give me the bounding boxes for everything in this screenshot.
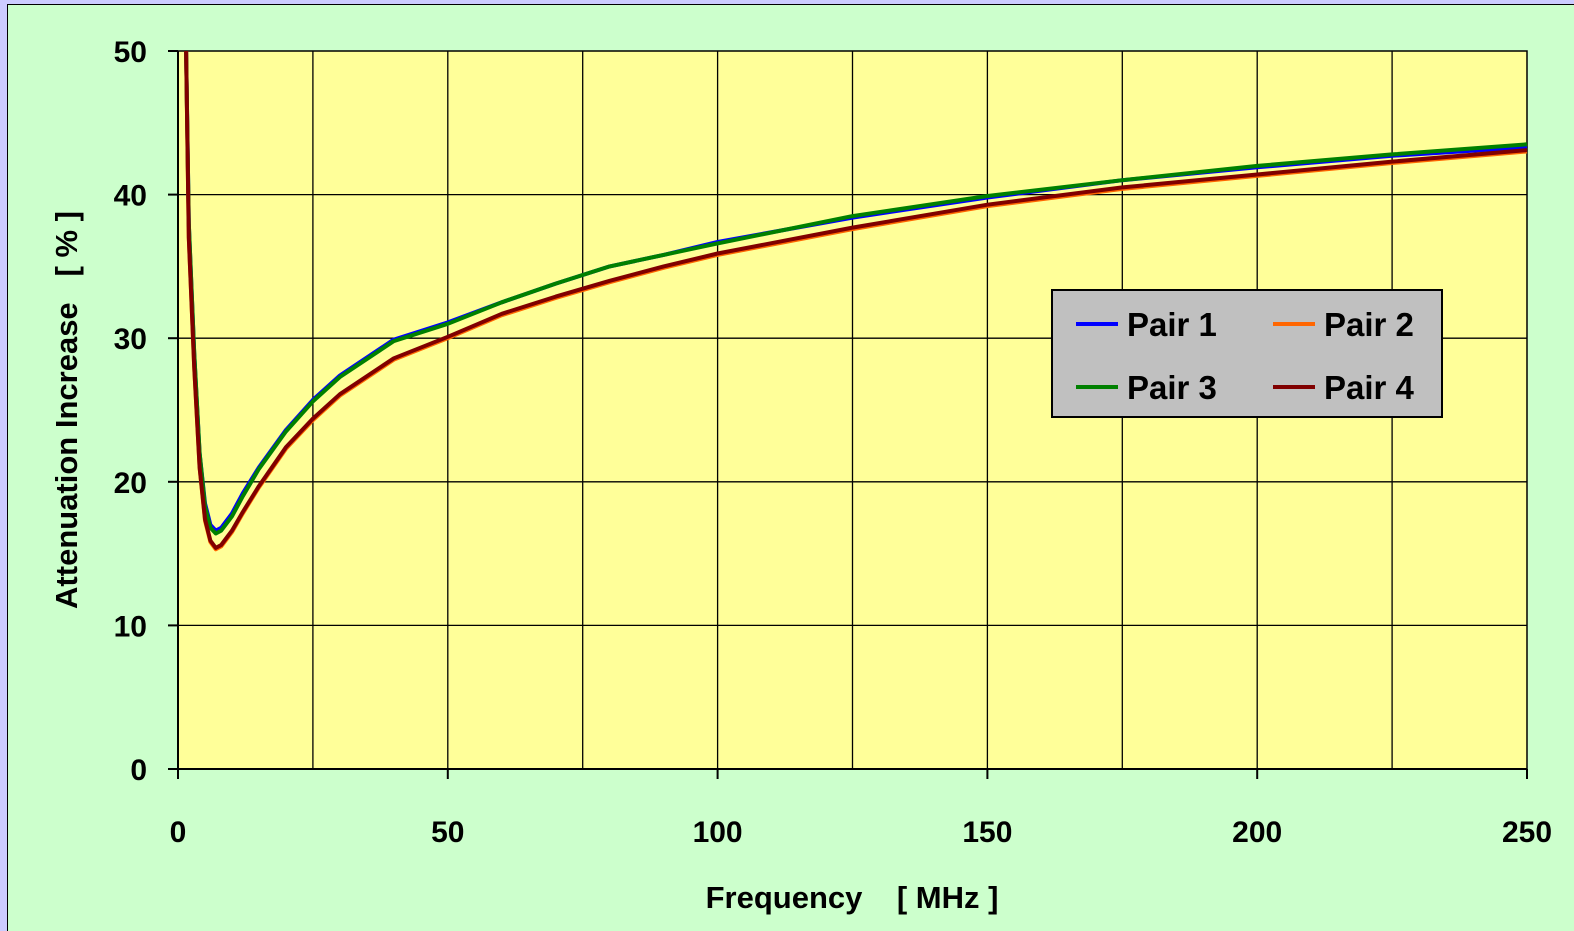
x-tick-label: 0 [170, 816, 187, 849]
legend-label-pair-1: Pair 1 [1127, 306, 1217, 343]
y-axis-title: Attenuation Increase [ % ] [49, 211, 84, 609]
x-axis-title: Frequency [ MHz ] [706, 880, 999, 915]
legend: Pair 1 Pair 2 Pair 3 Pair 4 [1051, 289, 1443, 418]
x-tick-label: 100 [693, 816, 743, 849]
legend-label-pair-3: Pair 3 [1127, 369, 1217, 406]
y-tick-label: 40 [114, 180, 147, 213]
legend-label-pair-2: Pair 2 [1324, 306, 1414, 343]
series-line-pair-3 [184, 50, 1528, 536]
x-tick-label: 250 [1502, 816, 1552, 849]
y-tick-label: 0 [130, 754, 147, 787]
series-line-pair-4 [184, 50, 1528, 550]
chart-frame: 0 50 100 150 200 250 0 10 20 30 40 50 Frequency [ M… [7, 4, 1574, 931]
chart-svg: 0 50 100 150 200 250 0 10 20 30 40 50 Frequency [ M… [49, 36, 1552, 915]
tick-labels: 0 50 100 150 200 250 0 10 20 30 40 50 [114, 36, 1552, 849]
x-tick-label: 200 [1232, 816, 1282, 849]
legend-label-pair-4: Pair 4 [1324, 369, 1415, 406]
legend-box [1051, 289, 1443, 418]
x-tick-label: 50 [431, 816, 464, 849]
y-tick-label: 50 [114, 36, 147, 69]
y-tick-label: 30 [114, 323, 147, 356]
series-lines [184, 50, 1528, 552]
y-tick-label: 10 [114, 610, 147, 643]
y-tick-label: 20 [114, 467, 147, 500]
axes [168, 50, 1528, 779]
x-tick-label: 150 [962, 816, 1012, 849]
